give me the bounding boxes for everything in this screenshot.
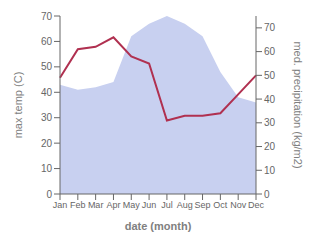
svg-text:30: 30	[264, 117, 276, 128]
svg-text:10: 10	[41, 163, 53, 174]
svg-text:Sep: Sep	[195, 200, 211, 210]
svg-text:30: 30	[41, 112, 53, 123]
svg-text:date (month): date (month)	[125, 220, 192, 232]
svg-text:Aug: Aug	[177, 200, 193, 210]
svg-text:Feb: Feb	[70, 200, 86, 210]
svg-text:0: 0	[264, 189, 270, 200]
svg-text:Dec: Dec	[248, 200, 265, 210]
svg-text:Jun: Jun	[142, 200, 157, 210]
svg-text:50: 50	[41, 61, 53, 72]
svg-text:40: 40	[264, 94, 276, 105]
svg-text:50: 50	[264, 70, 276, 81]
svg-text:Jan: Jan	[53, 200, 68, 210]
svg-text:60: 60	[264, 46, 276, 57]
svg-text:10: 10	[264, 165, 276, 176]
svg-text:70: 70	[264, 22, 276, 33]
svg-text:Mar: Mar	[88, 200, 104, 210]
svg-text:Jul: Jul	[161, 200, 173, 210]
svg-text:0: 0	[46, 189, 52, 200]
svg-text:Apr: Apr	[106, 200, 120, 210]
svg-text:40: 40	[41, 87, 53, 98]
svg-text:60: 60	[41, 36, 53, 47]
svg-text:20: 20	[264, 141, 276, 152]
svg-text:med. precipitation (kg/m2): med. precipitation (kg/m2)	[292, 41, 304, 168]
svg-text:20: 20	[41, 138, 53, 149]
svg-text:Oct: Oct	[213, 200, 228, 210]
svg-text:max temp (C): max temp (C)	[12, 72, 24, 139]
svg-text:70: 70	[41, 11, 53, 22]
svg-text:May: May	[123, 200, 141, 210]
svg-text:Nov: Nov	[230, 200, 247, 210]
